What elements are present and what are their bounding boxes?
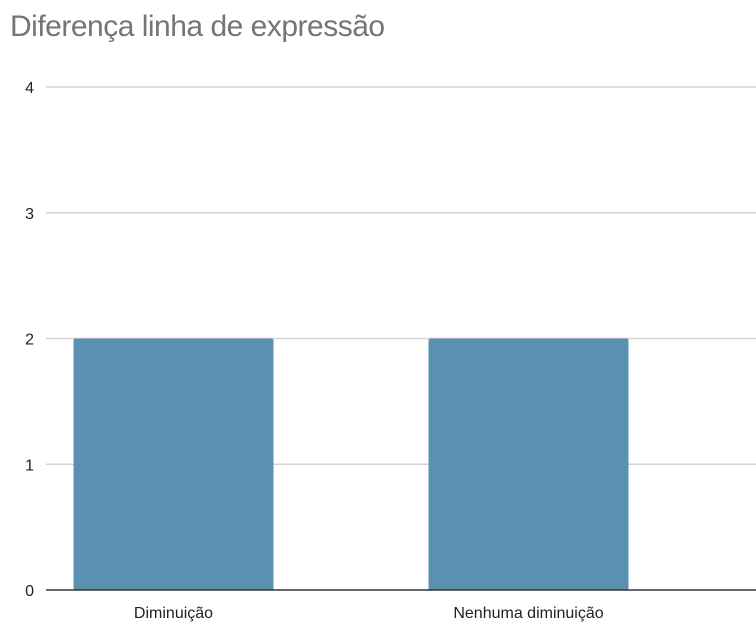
y-tick-label: 1: [25, 457, 34, 474]
y-tick-label: 0: [25, 583, 34, 600]
x-tick-label: Diminuição: [134, 605, 213, 622]
x-tick-label: Nenhuma diminuição: [453, 605, 603, 622]
bar-2: [428, 338, 629, 590]
chart-title: Diferença linha de expressão: [10, 10, 385, 43]
x-tick-labels: Diminuição Nenhuma diminuição: [134, 605, 604, 622]
bar-1: [73, 338, 274, 590]
y-tick-label: 2: [25, 332, 34, 349]
y-tick-label: 3: [25, 206, 34, 223]
y-tick-label: 4: [25, 80, 34, 97]
y-tick-labels: 0 1 2 3 4: [25, 80, 34, 600]
bars: [73, 338, 629, 590]
